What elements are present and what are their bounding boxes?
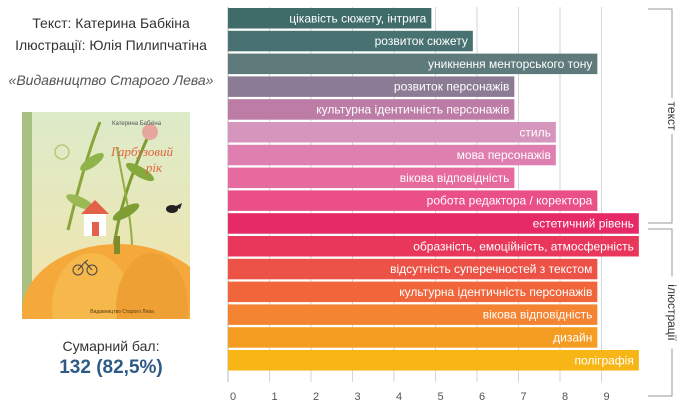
chart-bars: цікавість сюжету, інтрига розвиток сюжету… [228, 8, 639, 371]
text-credit: Текст: Катерина Бабкіна [32, 15, 190, 31]
bar-label: розвиток персонажів [394, 80, 509, 94]
cover-title-line2: рік [145, 160, 163, 175]
bar [228, 327, 598, 348]
bar [228, 167, 515, 189]
bar [228, 144, 556, 166]
x-tick-label: 9 [604, 391, 610, 403]
bar [228, 213, 639, 234]
bar [228, 258, 598, 280]
x-tick-label: 8 [562, 391, 568, 403]
x-axis-ticks: 0 1 2 3 4 5 6 7 8 9 [230, 391, 610, 403]
cover-title-line1: Гарбузовий [110, 144, 174, 159]
bar-label: вікова відповідність [483, 308, 593, 322]
total-score-label: Сумарний бал: [62, 338, 160, 354]
bar-label: робота редактора / коректора [427, 194, 593, 208]
bar-label: розвиток сюжету [375, 34, 468, 48]
book-cover-image: Катерина Бабкіна Гарбузовий рік Видавниц… [22, 112, 190, 319]
x-tick-label: 0 [230, 391, 236, 403]
x-tick-label: 2 [313, 391, 319, 403]
bar [228, 122, 556, 143]
bar-label: мова персонажів [457, 148, 551, 162]
bar [228, 236, 639, 257]
x-tick-label: 7 [521, 391, 527, 403]
book-info-panel: Текст: Катерина Бабкіна Ілюстрації: Юлія… [0, 0, 222, 411]
bar-label: відсутність суперечностей з текстом [390, 262, 592, 276]
publisher-name: «Видавництво Старого Лева» [8, 72, 214, 88]
bar [228, 190, 598, 211]
bar-label: дизайн [553, 330, 592, 344]
bar-label: поліграфія [575, 353, 634, 367]
group-label-bg [664, 98, 680, 134]
bar [228, 8, 432, 29]
bar [228, 281, 598, 303]
group-label: текст [665, 102, 679, 131]
bar [228, 99, 515, 120]
illustration-credit: Ілюстрації: Юлія Пилипчатіна [15, 37, 207, 53]
bar-label: уникнення менторського тону [428, 57, 592, 71]
group-label: ілюстрації [665, 284, 679, 341]
bar-label: вікова відповідність [400, 171, 510, 185]
bar [228, 53, 598, 75]
bar-label: культурна ідентичність персонажів [316, 102, 509, 116]
x-tick-label: 6 [479, 391, 485, 403]
bar [228, 304, 598, 325]
bar-label: образність, емоційність, атмосферність [413, 239, 634, 253]
x-tick-label: 4 [396, 391, 402, 403]
bar [228, 30, 473, 52]
bar-label: естетичний рівень [533, 216, 634, 230]
bar [228, 350, 639, 371]
cover-author: Катерина Бабкіна [112, 121, 162, 127]
total-score-value: 132 (82,5%) [59, 357, 163, 378]
x-tick-label: 5 [438, 391, 444, 403]
x-tick-label: 1 [272, 391, 278, 403]
cover-publisher: Видавництво Старого Лева [90, 309, 154, 315]
bar-label: цікавість сюжету, інтрига [289, 11, 426, 25]
bar-label: стиль [519, 125, 550, 139]
x-tick-label: 3 [355, 391, 361, 403]
bar [228, 76, 515, 97]
group-label-bg [664, 276, 680, 349]
group-brackets: текст ілюстрації [648, 8, 680, 397]
bar-label: культурна ідентичність персонажів [399, 285, 592, 299]
